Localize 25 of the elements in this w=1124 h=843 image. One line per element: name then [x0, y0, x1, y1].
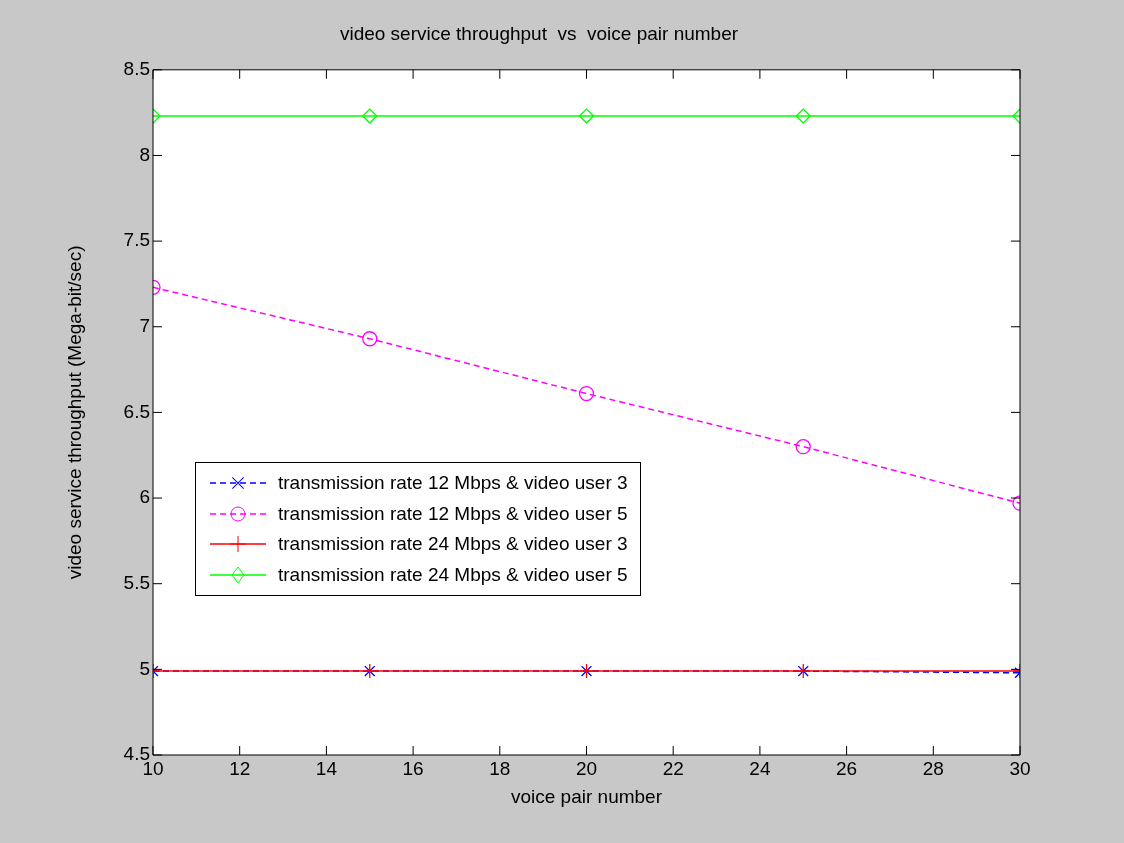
y-tick-label: 7 — [139, 314, 150, 336]
x-tick-label: 26 — [836, 757, 858, 779]
y-tick-label: 8 — [139, 143, 150, 165]
x-tick-label: 20 — [575, 757, 598, 779]
x-tick-label: 18 — [489, 757, 511, 779]
x-tick-label: 16 — [402, 757, 424, 779]
y-tick-label: 8.5 — [123, 58, 150, 80]
legend-label: transmission rate 12 Mbps & video user 5 — [278, 502, 628, 525]
x-tick-label: 14 — [315, 757, 338, 779]
chart-title: video service throughput vs voice pair number — [339, 22, 739, 44]
x-axis-title: voice pair number — [510, 785, 663, 807]
y-axis-title: video service throughput (Mega-bit/sec) — [63, 245, 85, 580]
x-tick-label: 30 — [1009, 757, 1031, 779]
x-tick-label: 24 — [749, 757, 771, 779]
x-tick-label: 28 — [922, 757, 944, 779]
y-tick-label: 6 — [139, 486, 150, 508]
x-tick-label: 22 — [662, 757, 684, 779]
legend-label: transmission rate 24 Mbps & video user 3 — [278, 533, 628, 556]
y-tick-label: 7.5 — [123, 229, 150, 251]
y-tick-label: 6.5 — [123, 400, 150, 422]
legend-label: transmission rate 12 Mbps & video user 3 — [278, 472, 628, 495]
x-tick-label: 12 — [229, 757, 251, 779]
y-tick-label: 5.5 — [123, 571, 150, 593]
y-tick-label: 5 — [139, 657, 150, 679]
legend-label: transmission rate 24 Mbps & video user 5 — [278, 563, 628, 586]
